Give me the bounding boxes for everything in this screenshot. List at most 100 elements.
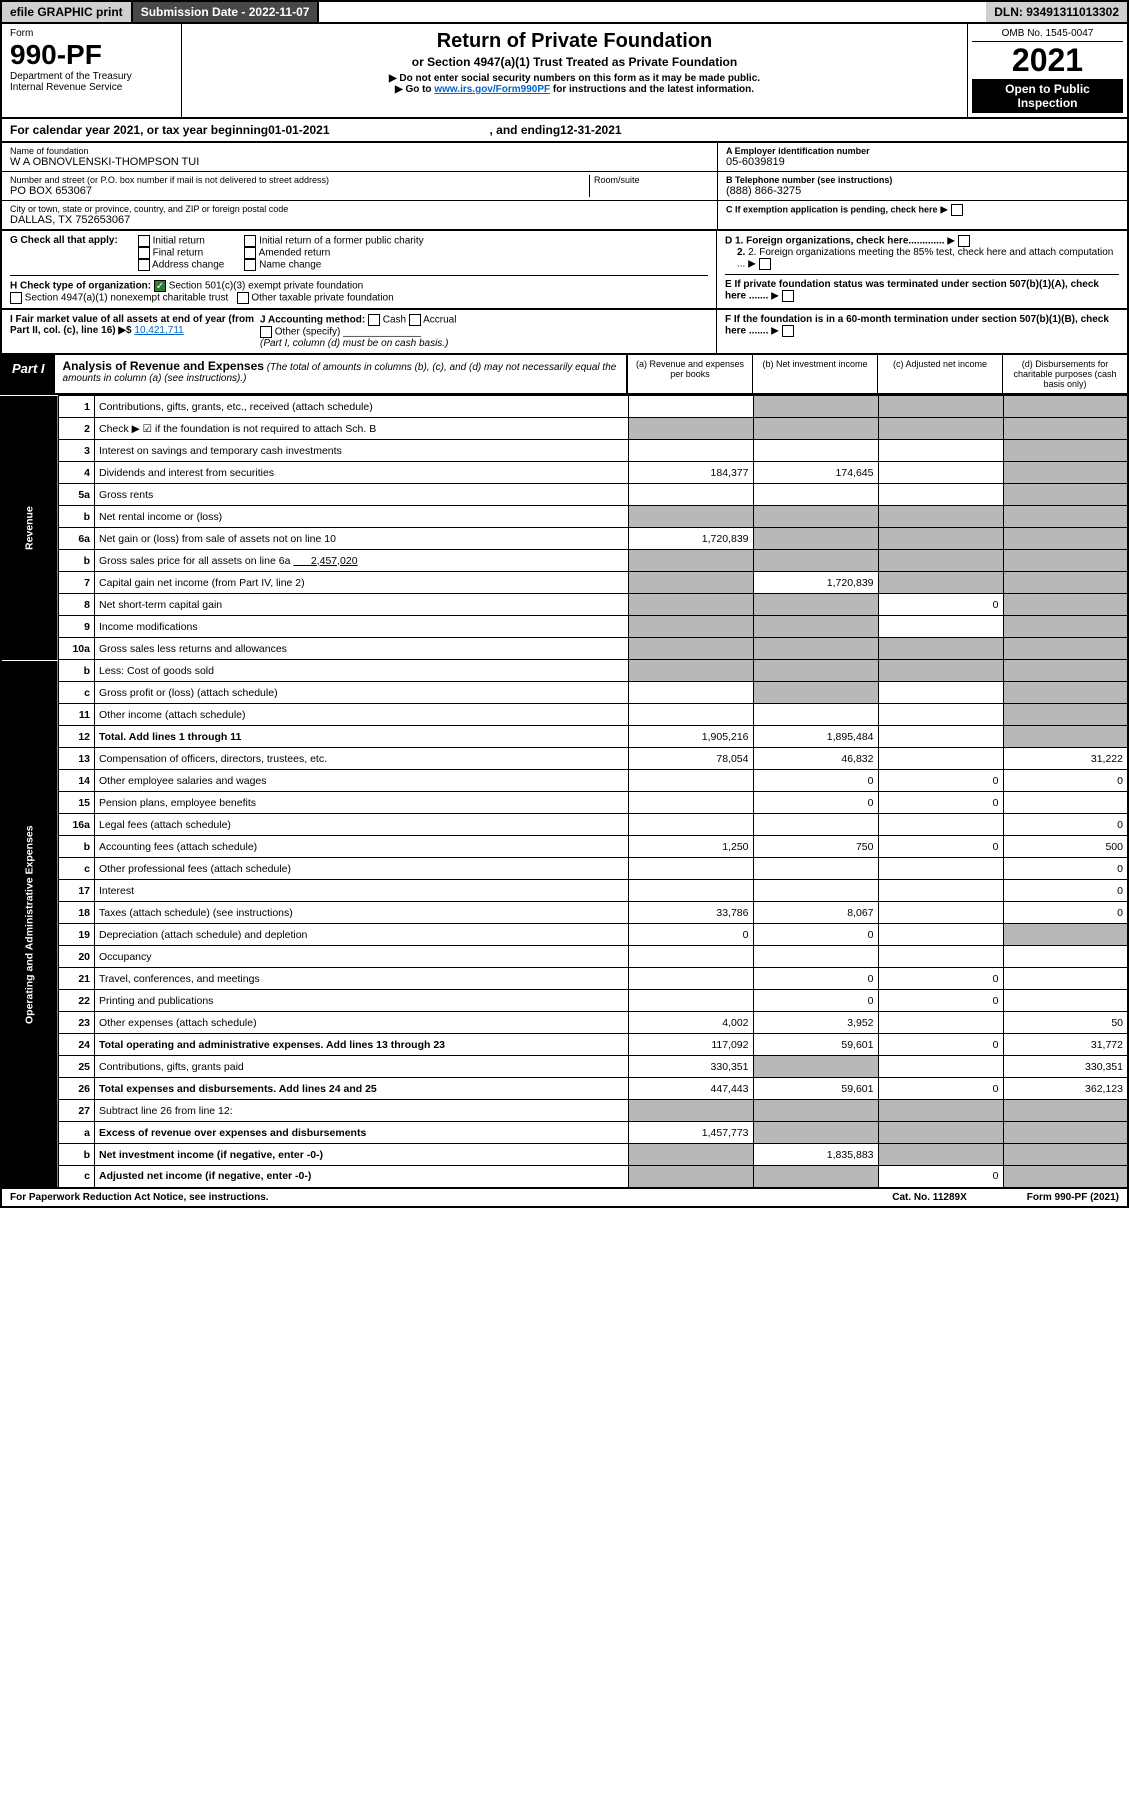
line-number: 22 (59, 990, 95, 1012)
telephone: (888) 866-3275 (726, 185, 1119, 197)
table-row: 24Total operating and administrative exp… (1, 1034, 1128, 1056)
cell-gray (1003, 704, 1128, 726)
line-description: Net gain or (loss) from sale of assets n… (95, 528, 629, 550)
line-description: Excess of revenue over expenses and disb… (95, 1122, 629, 1144)
footer-left: For Paperwork Reduction Act Notice, see … (10, 1192, 269, 1203)
cell-gray (1003, 594, 1128, 616)
cell-amount: 8,067 (753, 902, 878, 924)
line-number: 17 (59, 880, 95, 902)
line-description: Interest on savings and temporary cash i… (95, 440, 629, 462)
line-number: 14 (59, 770, 95, 792)
table-row: 3Interest on savings and temporary cash … (1, 440, 1128, 462)
d1-checkbox[interactable] (958, 235, 970, 247)
cell-amount (628, 682, 753, 704)
table-row: 4Dividends and interest from securities1… (1, 462, 1128, 484)
cell-gray (1003, 528, 1128, 550)
cell-gray (878, 528, 1003, 550)
line-description: Taxes (attach schedule) (see instruction… (95, 902, 629, 924)
tel-label: B Telephone number (see instructions) (726, 175, 1119, 185)
ein-label: A Employer identification number (726, 146, 1119, 156)
g-amended-checkbox[interactable] (244, 247, 256, 259)
col-b-header: (b) Net investment income (752, 355, 877, 393)
cell-amount (628, 814, 753, 836)
table-row: 6aNet gain or (loss) from sale of assets… (1, 528, 1128, 550)
line-number: 10a (59, 638, 95, 660)
cell-amount (628, 946, 753, 968)
cell-gray (1003, 396, 1128, 418)
cell-amount: 362,123 (1003, 1078, 1128, 1100)
line-number: b (59, 1144, 95, 1166)
cell-amount: 0 (878, 968, 1003, 990)
table-row: 23Other expenses (attach schedule)4,0023… (1, 1012, 1128, 1034)
line-description: Pension plans, employee benefits (95, 792, 629, 814)
cell-gray (753, 550, 878, 572)
cell-gray (1003, 440, 1128, 462)
cell-gray (628, 638, 753, 660)
cell-amount (878, 902, 1003, 924)
g-address-checkbox[interactable] (138, 259, 150, 271)
d2-checkbox[interactable] (759, 258, 771, 270)
g-initial-former-checkbox[interactable] (244, 235, 256, 247)
g-name-checkbox[interactable] (244, 259, 256, 271)
line-description: Net rental income or (loss) (95, 506, 629, 528)
table-row: 25Contributions, gifts, grants paid330,3… (1, 1056, 1128, 1078)
cell-amount (878, 1056, 1003, 1078)
table-row: Revenue1Contributions, gifts, grants, et… (1, 396, 1128, 418)
g-label: G Check all that apply: (10, 235, 118, 271)
j-cash-checkbox[interactable] (368, 314, 380, 326)
cell-gray (1003, 1122, 1128, 1144)
d2-label: 2. Foreign organizations meeting the 85%… (737, 247, 1113, 270)
j-other-checkbox[interactable] (260, 326, 272, 338)
cell-gray (753, 682, 878, 704)
table-row: 7Capital gain net income (from Part IV, … (1, 572, 1128, 594)
cell-amount: 0 (753, 770, 878, 792)
line-description: Compensation of officers, directors, tru… (95, 748, 629, 770)
line-description: Dividends and interest from securities (95, 462, 629, 484)
table-row: 22Printing and publications00 (1, 990, 1128, 1012)
line-description: Less: Cost of goods sold (95, 660, 629, 682)
line-number: 1 (59, 396, 95, 418)
g-final-checkbox[interactable] (138, 247, 150, 259)
footer: For Paperwork Reduction Act Notice, see … (0, 1189, 1129, 1208)
part1-label: Part I (2, 355, 55, 393)
tax-year: 2021 (972, 42, 1123, 79)
cell-gray (753, 1166, 878, 1188)
g-initial-checkbox[interactable] (138, 235, 150, 247)
cell-gray (753, 594, 878, 616)
line-description: Other expenses (attach schedule) (95, 1012, 629, 1034)
cell-amount (753, 440, 878, 462)
h-other-checkbox[interactable] (237, 292, 249, 304)
h-501c3-checkbox[interactable] (154, 280, 166, 292)
f-checkbox[interactable] (782, 325, 794, 337)
cell-amount (878, 726, 1003, 748)
table-row: bNet investment income (if negative, ent… (1, 1144, 1128, 1166)
line-number: 27 (59, 1100, 95, 1122)
i-j-row: I Fair market value of all assets at end… (0, 310, 1129, 355)
cell-amount: 33,786 (628, 902, 753, 924)
e-checkbox[interactable] (782, 290, 794, 302)
table-row: 12Total. Add lines 1 through 111,905,216… (1, 726, 1128, 748)
cell-gray (1003, 616, 1128, 638)
cell-gray (878, 396, 1003, 418)
h-4947-checkbox[interactable] (10, 292, 22, 304)
cell-gray (1003, 550, 1128, 572)
line-description: Check ▶ ☑ if the foundation is not requi… (95, 418, 629, 440)
irs-label: Internal Revenue Service (10, 82, 173, 93)
form-link[interactable]: www.irs.gov/Form990PF (434, 84, 550, 95)
line-description: Total. Add lines 1 through 11 (95, 726, 629, 748)
form-subtitle: or Section 4947(a)(1) Trust Treated as P… (188, 55, 961, 69)
cell-amount (878, 484, 1003, 506)
cell-amount: 1,250 (628, 836, 753, 858)
line-number: 6a (59, 528, 95, 550)
instruction-2: ▶ Go to www.irs.gov/Form990PF for instru… (188, 84, 961, 95)
cell-amount: 174,645 (753, 462, 878, 484)
i-label: I Fair market value of all assets at end… (10, 314, 254, 336)
table-row: 19Depreciation (attach schedule) and dep… (1, 924, 1128, 946)
line-description: Gross rents (95, 484, 629, 506)
c-checkbox[interactable] (951, 204, 963, 216)
cell-gray (1003, 924, 1128, 946)
cell-gray (878, 660, 1003, 682)
j-accrual-checkbox[interactable] (409, 314, 421, 326)
cell-amount: 0 (1003, 770, 1128, 792)
cell-gray (628, 572, 753, 594)
